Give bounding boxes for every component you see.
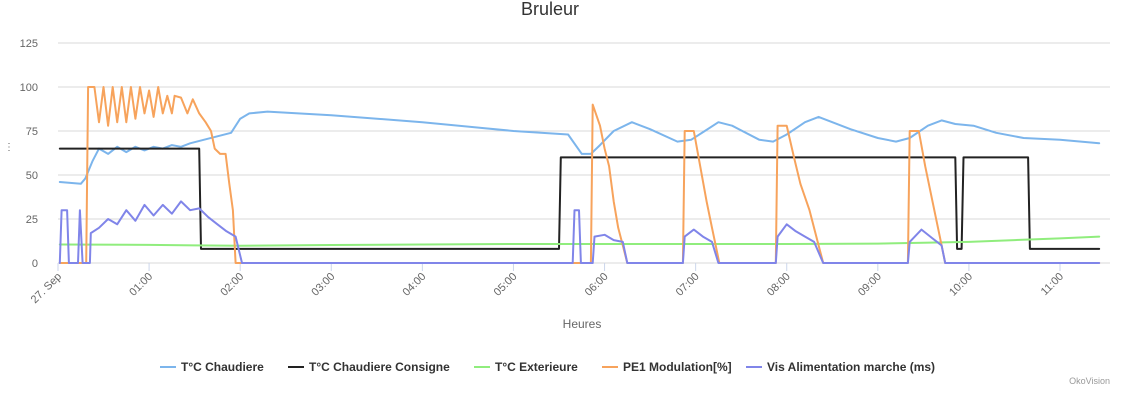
grid-lines: [58, 42, 1110, 264]
series-lines: [58, 86, 1101, 264]
y-tick-label: 100: [20, 82, 38, 94]
y-axis-ticks: 0 25 50 75 100 125: [20, 38, 38, 270]
y-tick-label: 25: [26, 214, 38, 226]
legend-item-3[interactable]: PE1 Modulation[%]: [602, 360, 732, 374]
x-tick-label: 11:00: [1039, 271, 1066, 298]
y-tick-label: 50: [26, 170, 38, 182]
credit-label[interactable]: OkoVision: [1069, 376, 1110, 386]
series-line-4[interactable]: [58, 200, 1101, 264]
y-tick-label: 75: [26, 126, 38, 138]
y-tick-label: 125: [20, 38, 38, 50]
legend-item-2[interactable]: T°C Exterieure: [474, 360, 578, 374]
y-tick-label: 0: [32, 258, 38, 270]
legend: T°C Chaudiere T°C Chaudiere Consigne T°C E…: [160, 360, 935, 374]
x-tick-label: 27. Sep: [29, 271, 64, 306]
series-line-2[interactable]: [58, 235, 1101, 247]
x-tick-label: 01:00: [127, 271, 155, 299]
x-tick-label: 10:00: [947, 271, 975, 299]
series-line-1[interactable]: [58, 147, 1101, 250]
legend-label: T°C Chaudiere: [181, 360, 264, 374]
x-tick-label: 08:00: [765, 271, 793, 299]
legend-label: Vis Alimentation marche (ms): [767, 360, 935, 374]
x-tick-label: 09:00: [856, 271, 884, 299]
x-tick-label: 07:00: [674, 271, 702, 299]
legend-item-4[interactable]: Vis Alimentation marche (ms): [746, 360, 935, 374]
x-tick-label: 04:00: [401, 271, 429, 299]
context-menu-icon[interactable]: ⋮: [4, 142, 14, 153]
x-axis: 27. Sep 01:00 02:00 03:00 04:00 05:00 06:00 07:…: [29, 263, 1066, 306]
legend-item-1[interactable]: T°C Chaudiere Consigne: [288, 360, 450, 374]
legend-label: T°C Exterieure: [495, 360, 578, 374]
legend-item-0[interactable]: T°C Chaudiere: [160, 360, 264, 374]
x-axis-title: Heures: [563, 317, 602, 331]
legend-label: PE1 Modulation[%]: [623, 360, 732, 374]
series-line-0[interactable]: [58, 110, 1101, 185]
x-tick-label: 05:00: [492, 271, 520, 299]
x-tick-label: 03:00: [309, 271, 337, 299]
legend-label: T°C Chaudiere Consigne: [309, 360, 450, 374]
x-tick-label: 02:00: [218, 271, 246, 299]
chart-title: Bruleur: [521, 0, 579, 19]
x-tick-label: 06:00: [583, 271, 611, 299]
